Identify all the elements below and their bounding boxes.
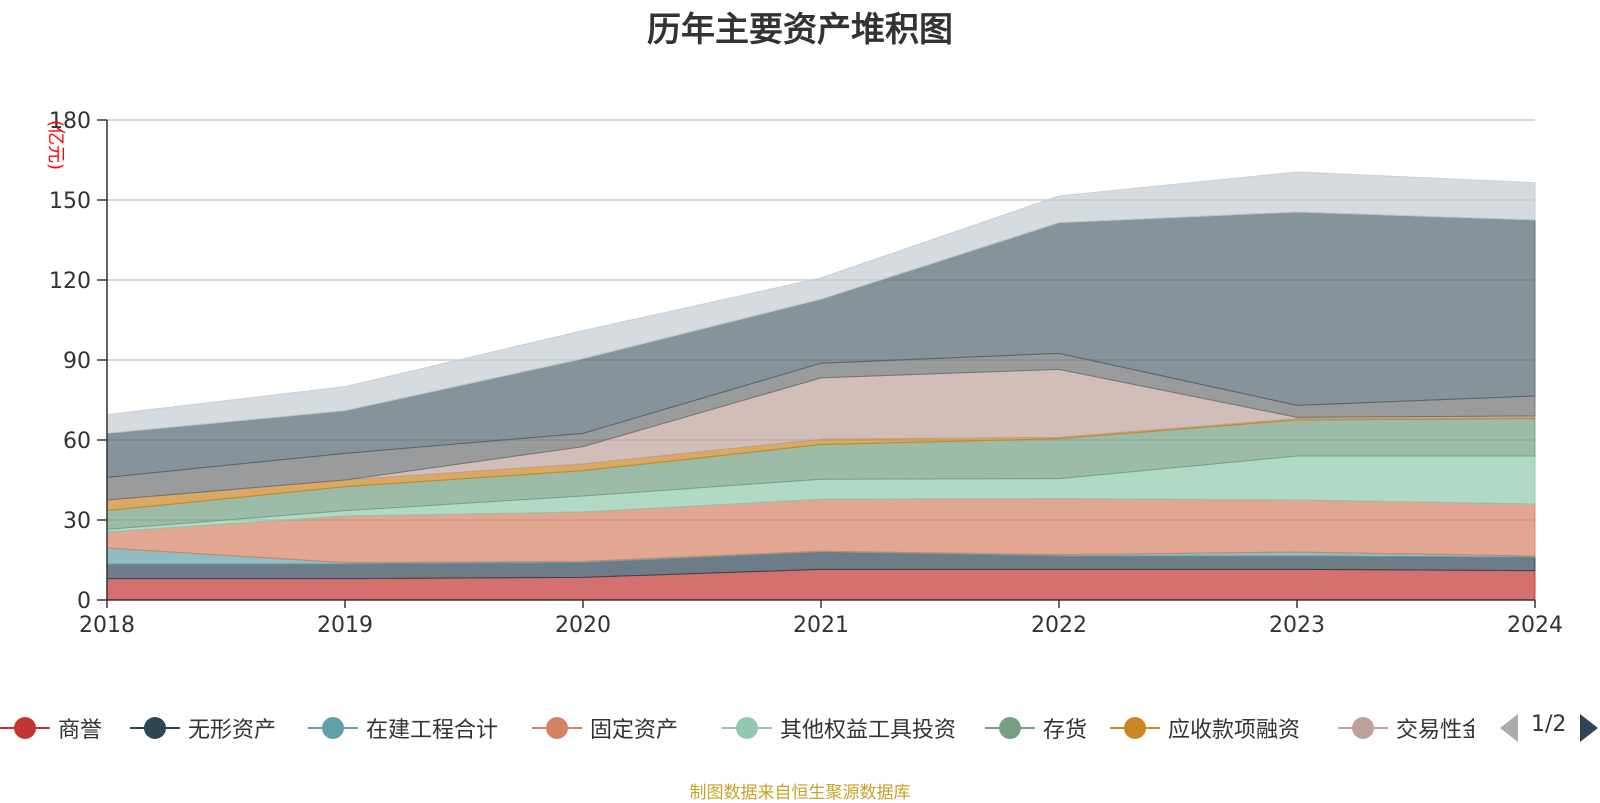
legend-label: 无形资产 [188,718,277,743]
legend-page-indicator: 1/2 [1531,712,1567,737]
x-tick-label: 2022 [1031,613,1087,638]
legend-swatch-icon [308,715,358,741]
legend-swatch-icon [1110,715,1160,741]
legend-item[interactable]: 在建工程合计 [308,708,498,748]
area-series [106,171,1536,601]
legend-item[interactable]: 无形资产 [130,708,276,748]
legend-items: 商誉 无形资产 在建工程合计 固定资产 其他权益工具投资 存货 应收款项融资 交易性金融资产 [0,708,1474,748]
legend-next-page-icon[interactable] [1580,714,1598,742]
legend-item[interactable]: 商誉 [0,708,102,748]
legend-item[interactable]: 交易性金融资产 [1338,708,1474,748]
legend: 商誉无形资产在建工程合计固定资产其他权益工具投资存货应收款项融资交易性金融资产 … [0,708,1600,748]
y-tick-label: 60 [63,429,91,454]
legend-label: 存货 [1043,718,1088,743]
y-tick-label: 30 [63,509,91,534]
x-tick-label: 2018 [79,613,135,638]
legend-swatch-icon [0,715,50,741]
y-axis-unit: (亿元) [45,120,66,170]
legend-item[interactable]: 其他权益工具投资 [722,708,956,748]
legend-label: 应收款项融资 [1168,718,1301,743]
y-tick-label: 90 [63,349,91,374]
legend-label: 其他权益工具投资 [780,718,957,743]
y-tick-label: 120 [49,269,91,294]
chart-title: 历年主要资产堆积图 [647,10,953,50]
x-tick-label: 2021 [793,613,849,638]
legend-prev-page-icon[interactable] [1500,714,1518,742]
legend-swatch-icon [1338,715,1388,741]
area-series-10 [106,171,1536,434]
y-tick-label: 0 [77,589,91,614]
legend-label: 固定资产 [590,718,679,743]
legend-item[interactable]: 应收款项融资 [1110,708,1300,748]
x-tick-label: 2019 [317,613,373,638]
legend-item[interactable]: 存货 [985,708,1087,748]
legend-swatch-icon [985,715,1035,741]
legend-item[interactable]: 固定资产 [532,708,678,748]
legend-label: 在建工程合计 [366,718,499,743]
axes: 0 30 60 90 120 150 180 2018 2019 2020 2021 2022 2023… [49,109,1563,638]
x-tick-label: 2024 [1507,613,1563,638]
legend-label: 商誉 [58,718,103,743]
y-tick-label: 180 [49,109,91,134]
legend-swatch-icon [722,715,772,741]
legend-label: 交易性金融资产 [1396,718,1474,743]
legend-swatch-icon [130,715,180,741]
x-tick-label: 2020 [555,613,611,638]
x-tick-label: 2023 [1269,613,1325,638]
source-note: 制图数据来自恒生聚源数据库 [689,783,911,803]
y-tick-label: 150 [49,189,91,214]
legend-swatch-icon [532,715,582,741]
